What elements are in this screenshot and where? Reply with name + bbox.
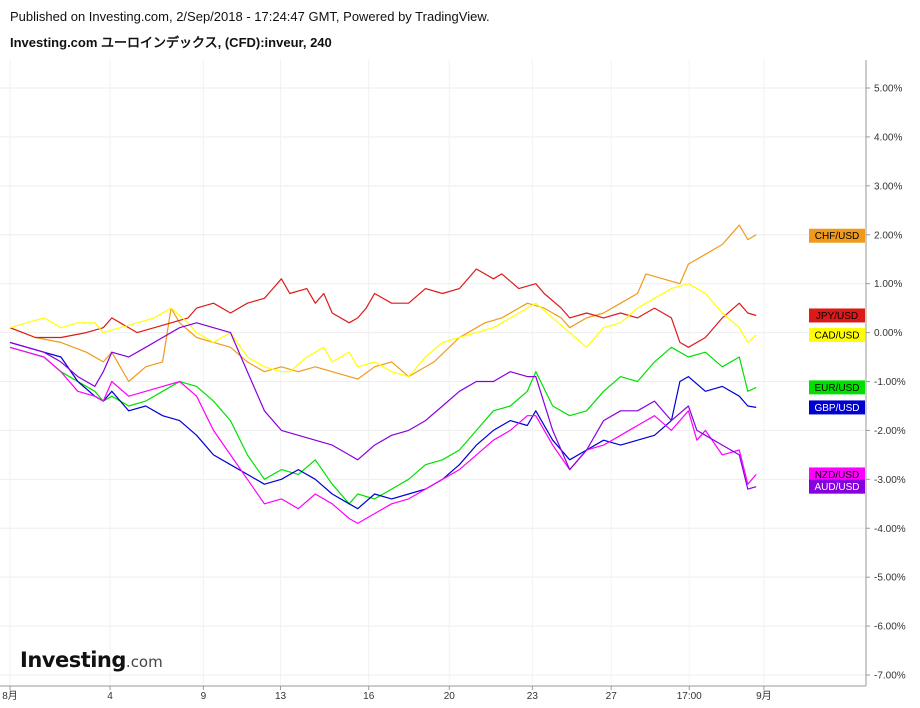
series-tag-bg bbox=[809, 328, 865, 343]
x-tick-label: 9月 bbox=[756, 690, 772, 702]
series-line-cad-usd bbox=[9, 283, 757, 378]
logo-sub: .com bbox=[125, 653, 163, 671]
x-tick-label: 20 bbox=[444, 691, 456, 702]
y-tick-label: 3.00% bbox=[874, 181, 902, 192]
chart-grid bbox=[0, 60, 866, 686]
series-tag-bg bbox=[809, 308, 865, 323]
series-line-gbp-usd bbox=[9, 341, 757, 510]
y-tick-label: 1.00% bbox=[874, 279, 902, 290]
y-axis-ticks: 5.00% 4.00% 3.00% 2.00% 1.00% 0.00% -1.00% -2.0… bbox=[866, 84, 906, 682]
series-tags: CHF/USD JPY/USD CAD/USD EUR/USD GBP/USD NZD/U… bbox=[809, 228, 865, 494]
series-tag-label: JPY/USD bbox=[816, 311, 858, 322]
y-tick-label: -7.00% bbox=[874, 671, 906, 682]
chart-series bbox=[9, 224, 757, 524]
x-tick-label: 9 bbox=[201, 691, 207, 702]
series-line-eur-usd bbox=[9, 346, 757, 505]
series-line-nzd-usd bbox=[9, 346, 757, 524]
x-tick-label: 16 bbox=[363, 691, 375, 702]
x-tick-label: 8月 bbox=[2, 690, 18, 702]
x-tick-label: 17:00 bbox=[677, 691, 702, 702]
y-tick-label: -3.00% bbox=[874, 475, 906, 486]
y-tick-label: 2.00% bbox=[874, 230, 902, 241]
series-tag-label: GBP/USD bbox=[814, 403, 859, 414]
x-tick-label: 4 bbox=[107, 691, 113, 702]
series-tag-bg bbox=[809, 467, 865, 482]
series-line-jpy-usd bbox=[9, 268, 757, 348]
investing-logo: Investing.com bbox=[20, 648, 163, 672]
y-tick-label: 4.00% bbox=[874, 132, 902, 143]
series-tag-label: CHF/USD bbox=[815, 231, 859, 242]
series-tag-label: NZD/USD bbox=[815, 470, 859, 481]
x-tick-label: 27 bbox=[606, 691, 618, 702]
y-tick-label: -2.00% bbox=[874, 426, 906, 437]
chart-title: Investing.com ユーロインデックス, (CFD):inveur, 2… bbox=[10, 35, 332, 50]
series-tag-bg bbox=[809, 380, 865, 395]
y-tick-label: -1.00% bbox=[874, 377, 906, 388]
x-tick-label: 13 bbox=[275, 691, 287, 702]
series-tag-bg bbox=[809, 479, 865, 494]
series-tag-label: AUD/USD bbox=[814, 482, 859, 493]
y-tick-label: -5.00% bbox=[874, 573, 906, 584]
series-line-aud-usd bbox=[9, 322, 757, 490]
y-tick-label: 0.00% bbox=[874, 328, 902, 339]
series-tag-label: EUR/USD bbox=[814, 383, 859, 394]
x-tick-label: 23 bbox=[527, 691, 539, 702]
y-tick-label: -4.00% bbox=[874, 524, 906, 535]
series-tag-label: CAD/USD bbox=[814, 331, 859, 342]
x-axis-ticks: 8月 4 9 13 16 20 23 27 17:00 9月 bbox=[2, 686, 772, 702]
y-tick-label: -6.00% bbox=[874, 622, 906, 633]
logo-main: Investing bbox=[20, 648, 126, 672]
series-tag-bg bbox=[809, 228, 865, 243]
published-info: Published on Investing.com, 2/Sep/2018 -… bbox=[10, 9, 490, 24]
series-tag-bg bbox=[809, 400, 865, 415]
series-line-chf-usd bbox=[9, 224, 757, 383]
y-tick-label: 5.00% bbox=[874, 84, 902, 95]
